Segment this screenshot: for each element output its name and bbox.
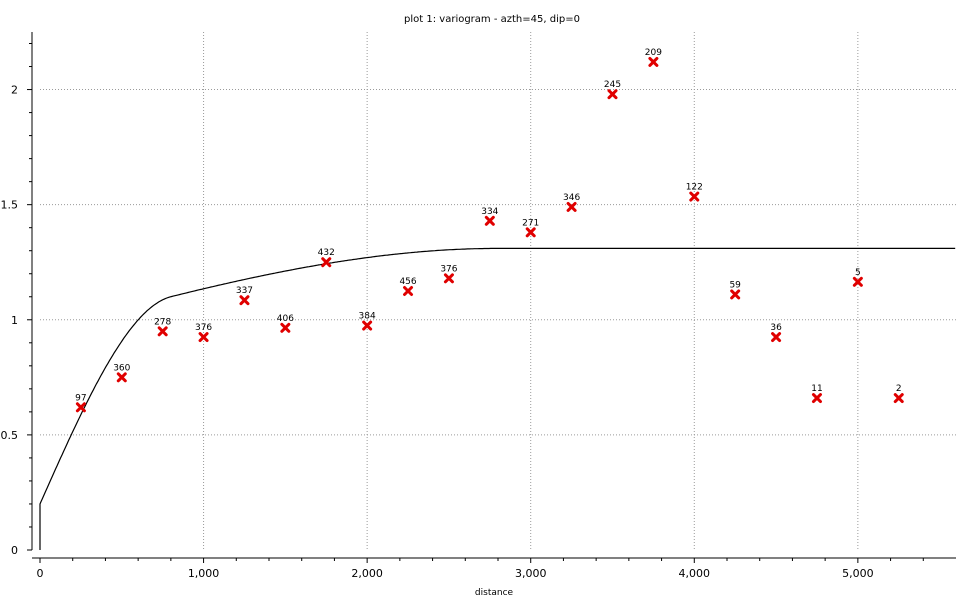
pair-count-label: 59	[729, 280, 741, 290]
pair-count-label: 209	[645, 48, 662, 58]
x-tick-label: 4,000	[679, 567, 711, 580]
x-tick-label: 5,000	[842, 567, 874, 580]
pair-count-label: 97	[75, 393, 86, 403]
data-point	[443, 273, 454, 284]
pair-count-labels: 97 360 278 376 337 406 432 384 456 376 334 271 346 24…	[75, 48, 901, 403]
data-point	[893, 393, 904, 404]
axes: 0 0.5 1 1.5 2 0 1,000 2,000 3,000 4,000 5,000	[1, 32, 956, 580]
pair-count-label: 376	[440, 264, 457, 274]
pair-count-label: 2	[896, 384, 902, 394]
x-axis-label: distance	[475, 588, 514, 598]
variogram-model	[39, 247, 956, 550]
pair-count-label: 337	[236, 286, 253, 296]
pair-count-label: 406	[277, 314, 294, 324]
data-point	[648, 56, 659, 67]
pair-count-label: 5	[855, 268, 861, 278]
grid-lines	[40, 32, 956, 550]
x-tick-label: 0	[37, 567, 44, 580]
pair-count-label: 432	[318, 248, 335, 258]
pair-count-label: 456	[399, 277, 416, 287]
experimental-points	[75, 56, 904, 413]
pair-count-label: 271	[522, 218, 539, 228]
y-tick-label: 2	[11, 84, 18, 97]
data-point	[321, 257, 332, 268]
pair-count-label: 245	[604, 80, 621, 90]
pair-count-label: 11	[811, 384, 822, 394]
y-tick-label: 1.5	[1, 199, 19, 212]
y-tick-label: 1	[11, 314, 18, 327]
data-point	[730, 289, 741, 300]
data-point	[689, 191, 700, 202]
data-point	[852, 276, 863, 287]
model-curve	[39, 247, 956, 550]
data-point	[607, 89, 618, 100]
data-point	[566, 201, 577, 212]
data-point	[198, 332, 209, 343]
data-point	[403, 286, 414, 296]
pair-count-label: 122	[686, 183, 703, 193]
data-point	[771, 332, 782, 343]
data-point	[280, 322, 291, 333]
pair-count-label: 346	[563, 193, 580, 203]
data-point	[157, 326, 168, 337]
data-point	[239, 295, 250, 306]
pair-count-label: 376	[195, 323, 212, 333]
pair-count-label: 36	[770, 323, 782, 333]
data-point	[525, 227, 536, 238]
chart-title: plot 1: variogram - azth=45, dip=0	[404, 14, 580, 25]
data-point	[75, 402, 86, 413]
data-point	[362, 320, 373, 331]
y-tick-label: 0	[11, 544, 18, 557]
data-point	[484, 215, 495, 226]
y-tick-label: 0.5	[1, 429, 19, 442]
x-tick-label: 2,000	[351, 567, 383, 580]
pair-count-label: 278	[154, 317, 171, 327]
pair-count-label: 334	[481, 207, 498, 217]
pair-count-label: 360	[113, 363, 130, 373]
data-point	[116, 372, 127, 383]
x-tick-label: 1,000	[188, 567, 220, 580]
x-tick-label: 3,000	[515, 567, 547, 580]
data-point	[811, 393, 822, 404]
pair-count-label: 384	[359, 312, 376, 322]
